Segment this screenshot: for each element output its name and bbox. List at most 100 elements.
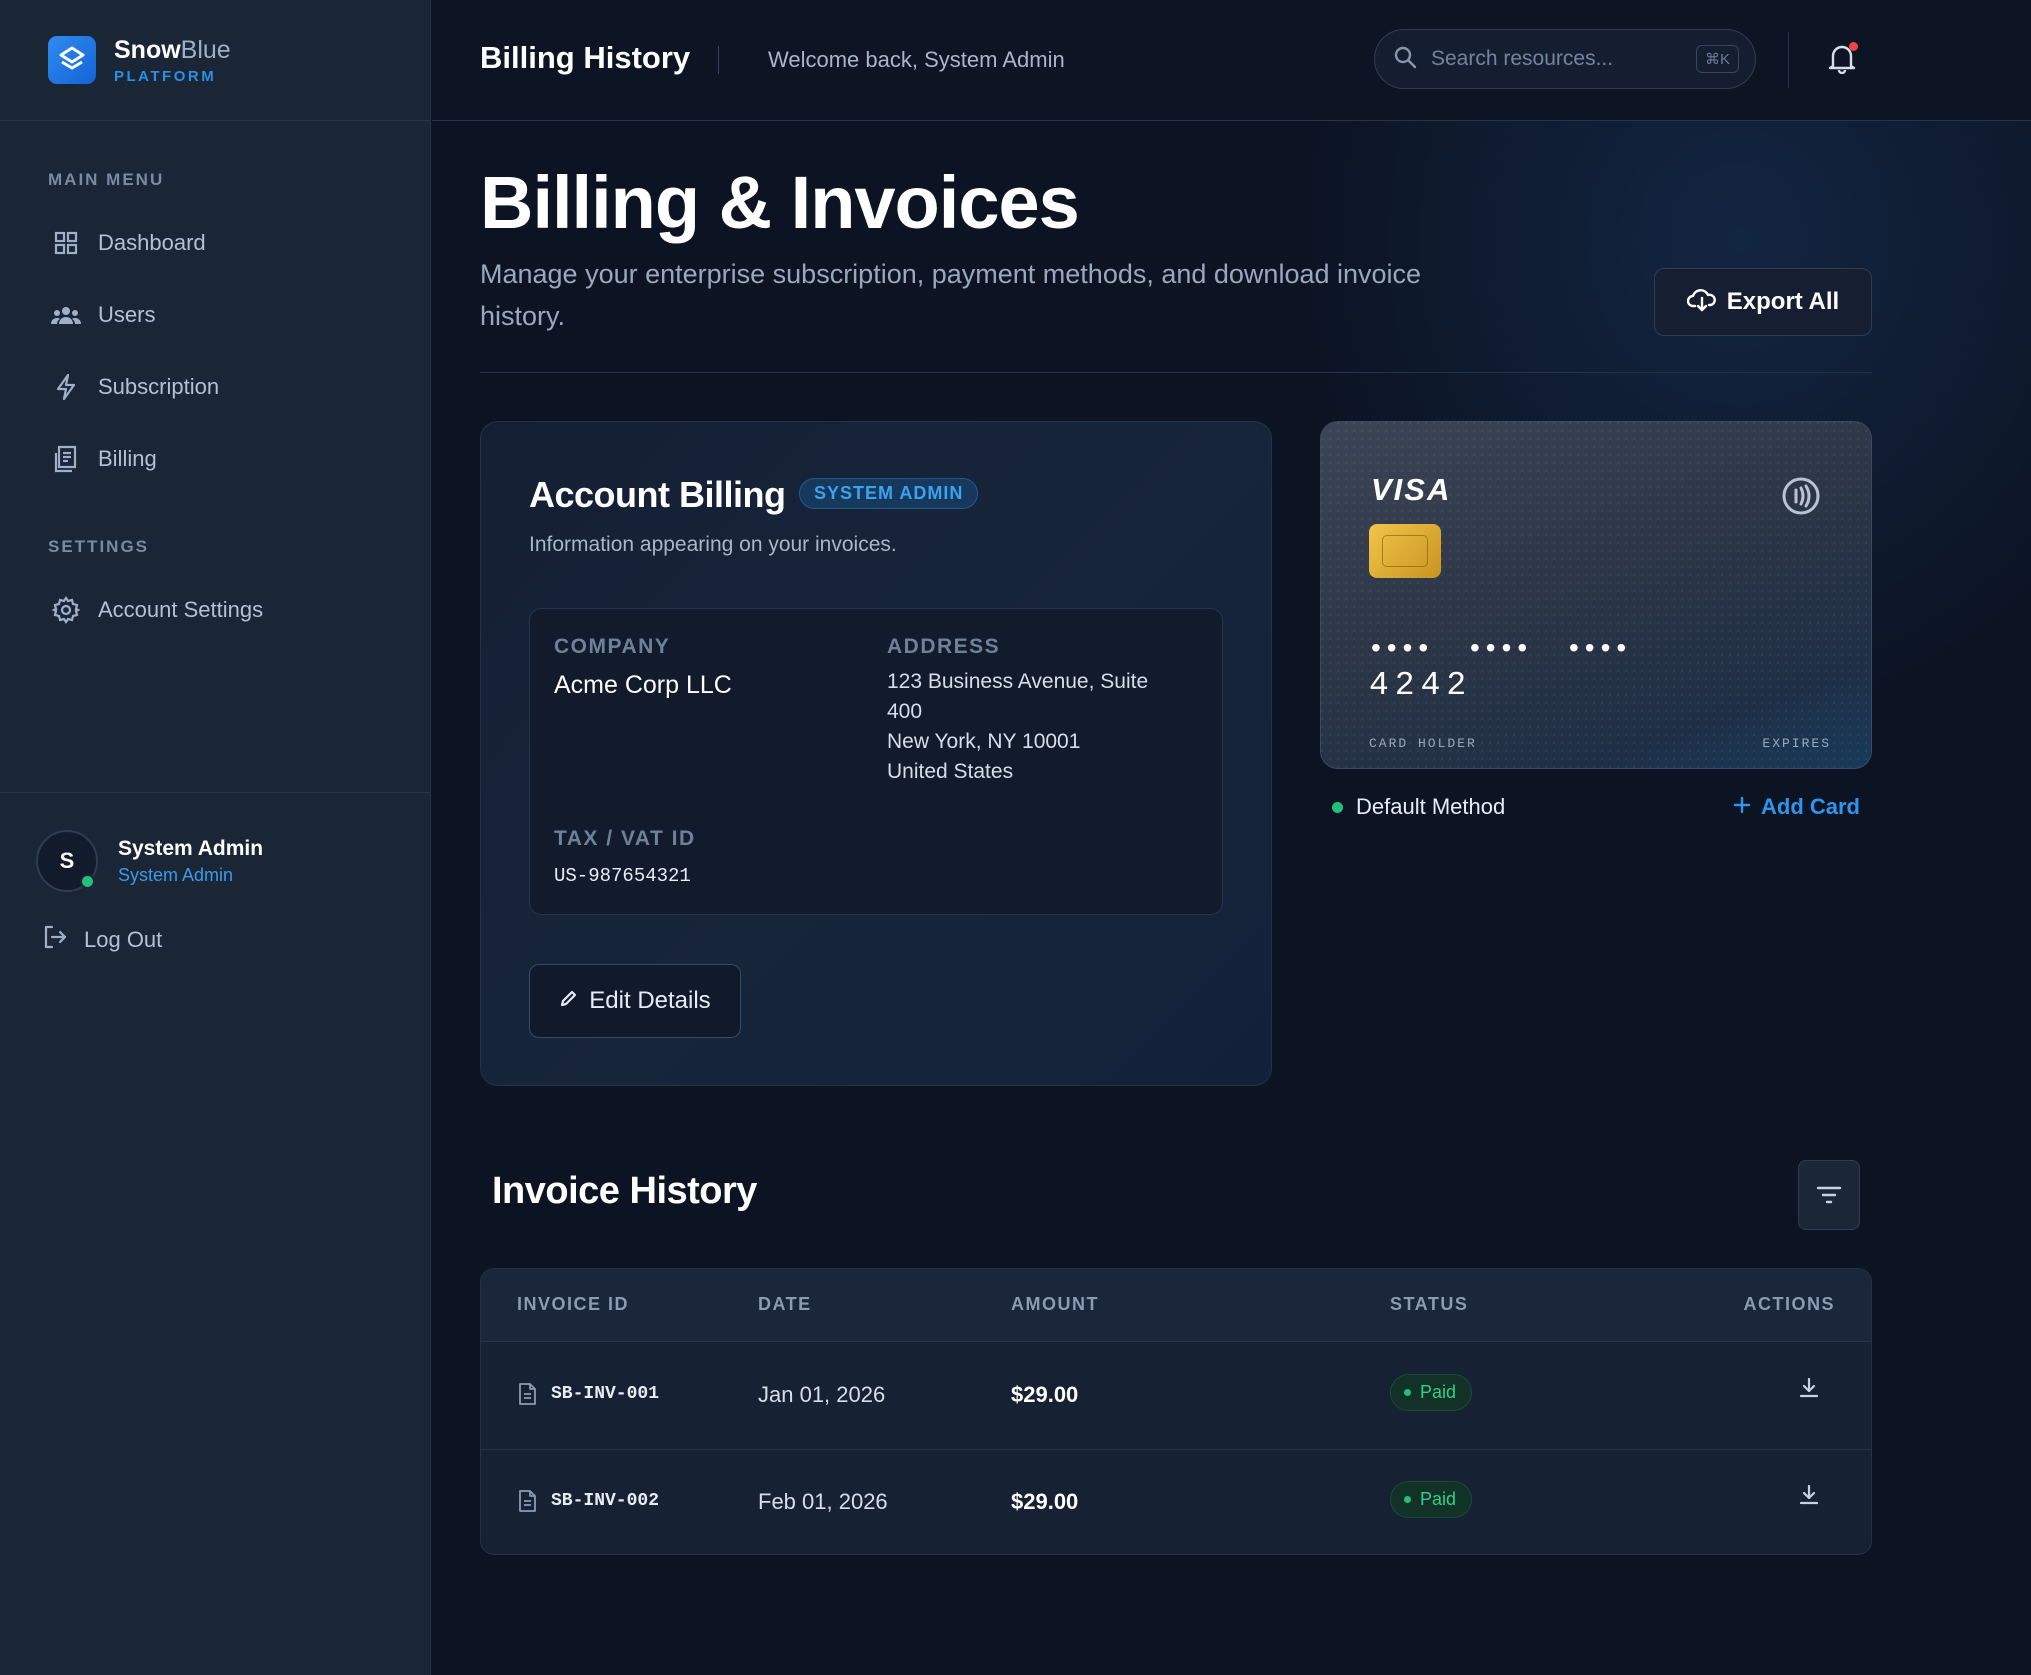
table-row[interactable]: SB-INV-001 Jan 01, 2026 $29.00 Paid <box>481 1342 1871 1450</box>
divider <box>480 372 1872 373</box>
section-label-settings: SETTINGS <box>48 537 150 556</box>
invoice-date: Jan 01, 2026 <box>758 1382 886 1407</box>
sidebar-item-billing[interactable]: Billing <box>48 439 157 479</box>
sidebar-item-subscription[interactable]: Subscription <box>48 367 219 407</box>
section-label-main-menu: MAIN MENU <box>48 170 165 189</box>
address-line: 400 <box>887 700 923 723</box>
tax-id-value: US-987654321 <box>554 865 691 887</box>
divider <box>0 120 431 121</box>
users-icon <box>48 297 84 333</box>
sidebar-item-label: Billing <box>98 446 157 471</box>
account-billing-card: Account Billing SYSTEM ADMIN Information… <box>480 421 1272 1086</box>
brand-name: SnowBlue <box>114 35 231 64</box>
address-label: ADDRESS <box>887 635 1001 658</box>
invoice-amount: $29.00 <box>1011 1382 1079 1407</box>
address-line: 123 Business Avenue, Suite <box>887 670 1149 693</box>
tax-id-label: TAX / VAT ID <box>554 827 696 850</box>
download-button[interactable] <box>1797 1483 1821 1512</box>
plus-icon <box>1733 796 1751 819</box>
card-expires-label: EXPIRES <box>1762 736 1831 751</box>
notification-badge <box>1849 42 1858 51</box>
brand-subtitle: PLATFORM <box>114 67 217 85</box>
online-status-dot <box>80 874 95 889</box>
column-header-invoice-id[interactable]: INVOICE ID <box>517 1294 630 1314</box>
status-dot <box>1404 1389 1411 1396</box>
invoice-id-cell: SB-INV-001 <box>517 1382 659 1406</box>
card-brand: VISA <box>1371 472 1452 507</box>
column-header-actions: ACTIONS <box>1743 1294 1835 1314</box>
search-shortcut-hint: ⌘K <box>1695 45 1739 73</box>
logout-label: Log Out <box>84 926 163 952</box>
invoice-date: Feb 01, 2026 <box>758 1489 888 1514</box>
search-bar[interactable]: ⌘K <box>1374 29 1756 89</box>
chip-icon <box>1369 524 1441 578</box>
download-icon <box>1799 1484 1819 1505</box>
invoice-history-title: Invoice History <box>492 1170 757 1212</box>
download-button[interactable] <box>1797 1376 1821 1405</box>
sidebar-item-label: Dashboard <box>98 230 206 255</box>
notifications-button[interactable] <box>1828 42 1858 79</box>
invoice-id: SB-INV-001 <box>551 1384 660 1404</box>
column-header-status[interactable]: STATUS <box>1390 1294 1469 1314</box>
receipt-icon <box>48 441 84 477</box>
default-method-label: Default Method <box>1356 794 1506 819</box>
download-icon <box>1799 1377 1819 1398</box>
edit-details-label: Edit Details <box>589 987 711 1014</box>
column-header-amount[interactable]: AMOUNT <box>1011 1294 1099 1314</box>
add-card-label: Add Card <box>1761 794 1860 819</box>
status-dot <box>1404 1496 1411 1503</box>
logout-icon <box>42 924 68 955</box>
edit-details-button[interactable]: Edit Details <box>529 964 741 1038</box>
topbar-title: Billing History <box>480 40 691 75</box>
lightning-icon <box>48 369 84 405</box>
export-all-label: Export All <box>1726 288 1840 315</box>
sidebar-item-label: Users <box>98 302 156 327</box>
status-label: Paid <box>1420 1382 1457 1402</box>
sidebar-item-dashboard[interactable]: Dashboard <box>48 223 206 263</box>
search-icon <box>1393 45 1417 74</box>
status-badge: Paid <box>1390 1481 1473 1518</box>
contactless-icon <box>1781 476 1821 521</box>
status-badge: Paid <box>1390 1374 1473 1411</box>
invoice-id: SB-INV-002 <box>551 1491 660 1511</box>
page-description: Manage your enterprise subscription, pay… <box>480 259 1422 331</box>
table-header: INVOICE ID DATE AMOUNT STATUS ACTIONS <box>481 1269 1871 1342</box>
payment-card[interactable]: VISA •••• •••• •••• 4242 CARD HOLDER EXP… <box>1320 421 1872 769</box>
invoice-amount: $29.00 <box>1011 1489 1079 1514</box>
status-label: Paid <box>1420 1489 1457 1509</box>
logout-button[interactable]: Log Out <box>42 924 162 955</box>
sidebar-item-users[interactable]: Users <box>48 295 155 335</box>
search-input[interactable] <box>1429 46 1673 72</box>
add-card-button[interactable]: Add Card <box>1733 794 1860 820</box>
column-header-date[interactable]: DATE <box>758 1294 812 1314</box>
welcome-text: Welcome back, System Admin <box>768 47 1065 72</box>
sidebar-item-account-settings[interactable]: Account Settings <box>48 590 263 630</box>
account-billing-description: Information appearing on your invoices. <box>529 533 897 556</box>
filter-icon <box>1816 1186 1842 1204</box>
card-holder-label: CARD HOLDER <box>1369 736 1477 751</box>
cloud-download-icon <box>1686 287 1717 318</box>
page-title: Billing & Invoices <box>480 161 1080 244</box>
brand[interactable]: SnowBlue PLATFORM <box>48 35 231 85</box>
logo-icon <box>48 36 96 84</box>
user-profile[interactable]: S System Admin System Admin <box>36 830 263 892</box>
pencil-icon <box>559 990 577 1013</box>
card-last-four: 4242 <box>1369 667 1473 704</box>
invoice-table: INVOICE ID DATE AMOUNT STATUS ACTIONS SB… <box>480 1268 1872 1555</box>
invoice-id-cell: SB-INV-002 <box>517 1489 659 1513</box>
user-role: System Admin <box>118 864 234 885</box>
filter-button[interactable] <box>1798 1160 1860 1230</box>
address-line: United States <box>887 760 1014 783</box>
topbar: Billing History Welcome back, System Adm… <box>432 0 2031 121</box>
divider <box>718 46 719 74</box>
company-label: COMPANY <box>554 635 671 658</box>
sidebar: SnowBlue PLATFORM MAIN MENU Dashboard Us… <box>0 0 431 1675</box>
sidebar-item-label: Account Settings <box>98 597 264 622</box>
table-row[interactable]: SB-INV-002 Feb 01, 2026 $29.00 Paid <box>481 1449 1871 1554</box>
bell-icon <box>1828 45 1856 75</box>
role-badge: SYSTEM ADMIN <box>799 478 979 509</box>
export-all-button[interactable]: Export All <box>1654 268 1872 336</box>
document-icon <box>519 1490 536 1512</box>
address-line: New York, NY 10001 <box>887 730 1081 753</box>
company-value: Acme Corp LLC <box>554 671 732 699</box>
